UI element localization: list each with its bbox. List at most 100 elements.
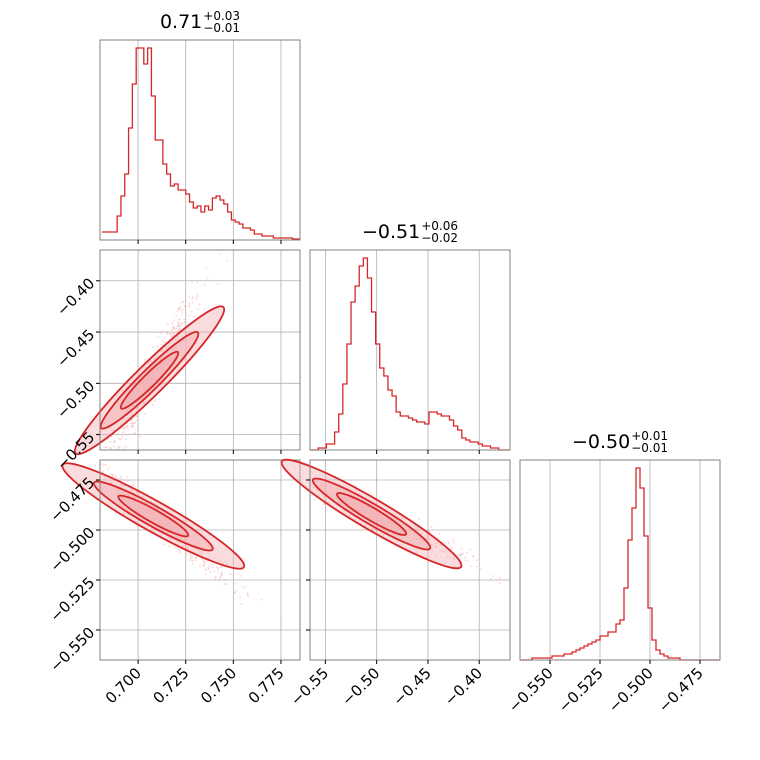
scatter-point (127, 428, 129, 431)
scatter-point (199, 550, 201, 553)
scatter-point (106, 468, 109, 470)
scatter-point (136, 414, 139, 417)
scatter-point (116, 447, 119, 450)
scatter-point (122, 485, 124, 487)
scatter-point (239, 596, 242, 599)
scatter-point (400, 518, 403, 520)
scatter-point (492, 574, 495, 577)
scatter-point (219, 577, 221, 580)
scatter-point (443, 551, 446, 554)
scatter-point (178, 307, 181, 309)
scatter-point (157, 336, 160, 339)
scatter-point (490, 577, 492, 580)
param-title-value: −0.51 (361, 221, 421, 243)
scatter-point (223, 583, 226, 585)
scatter-point (130, 425, 132, 428)
scatter-point (322, 497, 325, 500)
scatter-point (413, 524, 416, 527)
scatter-point (120, 475, 123, 478)
err-minus: −0.02 (421, 231, 459, 245)
scatter-point (178, 318, 181, 321)
ytick-label-2-2: −0.500 (46, 524, 98, 576)
scatter-point (196, 281, 199, 284)
scatter-point (479, 568, 482, 571)
scatter-point (466, 552, 468, 554)
scatter-point (424, 536, 427, 539)
scatter-point (215, 554, 218, 556)
scatter-point (216, 568, 219, 570)
scatter-point (441, 549, 444, 552)
scatter-point (176, 310, 179, 313)
xtick-label-0-2: 0.750 (197, 664, 240, 707)
scatter-point (204, 283, 206, 286)
scatter-point (118, 437, 121, 440)
scatter-point (453, 564, 456, 567)
scatter-point (180, 325, 183, 328)
scatter-point (115, 512, 117, 515)
scatter-point (110, 473, 113, 476)
err-plus: +0.03 (203, 9, 241, 23)
scatter-point (154, 355, 157, 357)
scatter-point (441, 540, 444, 543)
scatter-point (313, 498, 316, 501)
scatter-point (188, 304, 191, 307)
scatter-point (184, 544, 187, 547)
scatter-point (150, 500, 153, 503)
err-plus: +0.01 (631, 429, 669, 443)
scatter-point (173, 341, 176, 344)
scatter-point (460, 547, 463, 550)
scatter-point (135, 491, 138, 493)
histogram-line-1 (310, 257, 510, 451)
scatter-point (199, 565, 201, 568)
scatter-point (311, 483, 314, 486)
scatter-point (458, 553, 461, 556)
scatter-point (205, 568, 208, 571)
scatter-point (108, 427, 111, 430)
scatter-point (185, 300, 187, 303)
scatter-point (117, 432, 120, 435)
scatter-point (107, 438, 110, 440)
scatter-point (173, 326, 176, 329)
scatter-point (188, 559, 191, 562)
scatter-point (120, 428, 123, 430)
scatter-point (112, 480, 115, 483)
scatter-point (194, 557, 196, 559)
scatter-point (126, 426, 129, 428)
histogram-line-2 (520, 467, 720, 661)
scatter-point (241, 585, 244, 588)
hist-1-frame (309, 249, 511, 451)
scatter-point (113, 445, 116, 448)
scatter-point (176, 547, 179, 550)
scatter-point (190, 555, 193, 558)
scatter-point (437, 532, 440, 535)
param-title-1: −0.51 +0.06 −0.02 (362, 220, 458, 244)
scatter-point (195, 556, 198, 559)
scatter-point (166, 323, 169, 326)
scatter-point (317, 494, 320, 497)
scatter-point (151, 404, 154, 406)
scatter-point (200, 553, 203, 556)
scatter-point (135, 408, 138, 410)
scatter-point (126, 480, 129, 483)
scatter-point (452, 541, 455, 544)
scatter-point (102, 464, 105, 467)
scatter-point (188, 302, 191, 305)
scatter-point (428, 538, 431, 541)
scatter-point (446, 556, 448, 559)
scatter-point (135, 419, 138, 422)
scatter-point (311, 489, 314, 492)
scatter-point (470, 565, 473, 568)
scatter-point (169, 332, 172, 335)
scatter-point (177, 325, 179, 328)
scatter-point (430, 526, 433, 528)
scatter-point (426, 534, 429, 537)
scatter-point (435, 544, 438, 547)
scatter-point (191, 301, 194, 304)
scatter-point (178, 542, 181, 544)
scatter-point (116, 477, 119, 480)
xtick-label-2-3: −0.475 (655, 664, 707, 716)
scatter-point (349, 515, 351, 518)
xtick-label-1-3: −0.40 (441, 664, 486, 709)
scatter-point (123, 418, 126, 421)
hist-2-frame (519, 459, 721, 661)
